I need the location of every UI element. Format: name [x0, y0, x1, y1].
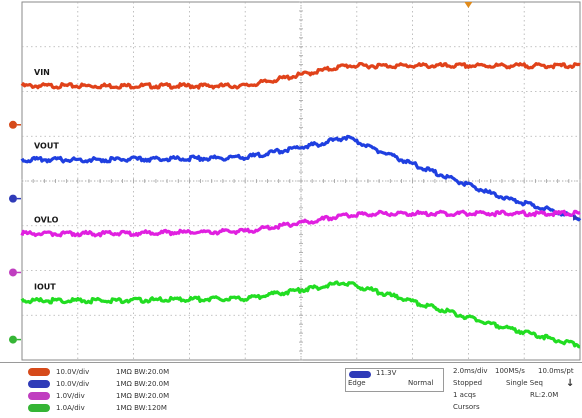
- channel-1-coupling: 1MΩ: [116, 368, 132, 376]
- trigger-level-icon: [573, 214, 579, 221]
- trace-labels: VIN VOUT OVLO IOUT: [34, 68, 59, 292]
- channel-3-scale: 1.0V/div: [56, 392, 85, 400]
- cursors-readout: Cursors: [453, 403, 480, 411]
- acquisition-count: 1 acqs: [453, 391, 476, 399]
- acquisition-mode: Single Seq: [506, 379, 543, 387]
- graticule: [21, 1, 581, 361]
- channel-2-swatch: [28, 380, 50, 388]
- channel-4-coupling: 1MΩ: [116, 404, 132, 412]
- trigger-readout[interactable]: 11.3V Edge Normal: [345, 368, 444, 392]
- time-per-point: 10.0ms/pt: [538, 367, 574, 375]
- channel-4-ground-marker: [9, 335, 17, 344]
- trace-label-ovlo: OVLO: [34, 215, 59, 224]
- channel-4-swatch: [28, 404, 50, 412]
- down-arrow-icon: ↓: [566, 378, 575, 389]
- timebase-scale: 2.0ms/div: [453, 367, 488, 375]
- trace-iout: [20, 280, 581, 349]
- trace-label-vout: VOUT: [34, 142, 59, 151]
- waveform-traces: [20, 62, 582, 349]
- channel-1-ground-marker: [9, 120, 17, 129]
- channel-4-scale: 1.0A/div: [56, 404, 85, 412]
- trigger-position-icon: [464, 2, 473, 8]
- trigger-level: 11.3V: [376, 369, 397, 377]
- channel-2-scale: 10.0V/div: [56, 380, 90, 388]
- channel-4-readout[interactable]: 1.0A/div 1MΩ BW:120M: [28, 403, 167, 413]
- channel-markers: [9, 120, 579, 344]
- trace-label-iout: IOUT: [34, 283, 56, 292]
- scope-display: VIN VOUT OVLO IOUT: [9, 1, 582, 361]
- trigger-type: Edge: [348, 379, 366, 387]
- channel-2-readout[interactable]: 10.0V/div 1MΩ BW:20.0M: [28, 379, 169, 389]
- channel-4-bw: BW:120M: [134, 404, 167, 412]
- channel-2-ground-marker: [9, 194, 17, 203]
- channel-3-swatch: [28, 392, 50, 400]
- status-bar: 10.0V/div 1MΩ BW:20.0M 10.0V/div 1MΩ BW:…: [0, 362, 582, 418]
- channel-3-readout[interactable]: 1.0V/div 1MΩ BW:20.0M: [28, 391, 169, 401]
- trigger-source-icon: [349, 371, 371, 378]
- record-length: RL:2.0M: [530, 391, 559, 399]
- trace-ovlo: [20, 209, 581, 238]
- channel-1-bw: BW:20.0M: [134, 368, 170, 376]
- channel-3-ground-marker: [9, 268, 17, 277]
- channel-3-bw: BW:20.0M: [134, 392, 170, 400]
- channel-3-coupling: 1MΩ: [116, 392, 132, 400]
- timebase-readout[interactable]: 2.0ms/div 100MS/s 10.0ms/pt Stopped Sing…: [450, 367, 582, 418]
- acquisition-state: Stopped: [453, 379, 483, 387]
- trace-vin: [20, 62, 581, 90]
- channel-2-coupling: 1MΩ: [116, 380, 132, 388]
- channel-1-swatch: [28, 368, 50, 376]
- trigger-mode: Normal: [408, 379, 434, 387]
- channel-1-scale: 10.0V/div: [56, 368, 90, 376]
- sample-rate: 100MS/s: [495, 367, 525, 375]
- channel-2-bw: BW:20.0M: [134, 380, 170, 388]
- channel-1-readout[interactable]: 10.0V/div 1MΩ BW:20.0M: [28, 367, 169, 377]
- trace-label-vin: VIN: [34, 68, 50, 77]
- trace-vout: [20, 134, 582, 222]
